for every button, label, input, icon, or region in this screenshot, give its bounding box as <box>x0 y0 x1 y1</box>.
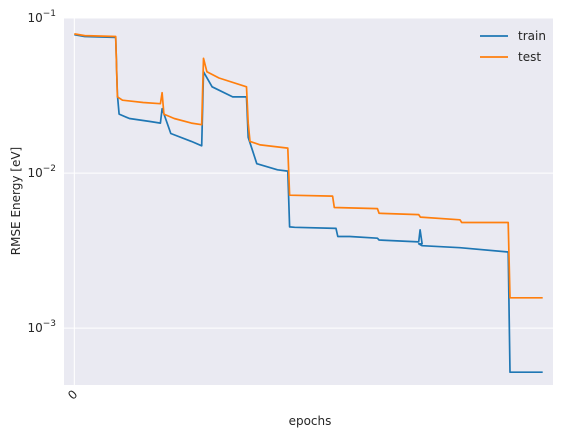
series-line-test <box>74 33 543 299</box>
grid <box>64 17 553 385</box>
legend-label-train: train <box>518 29 546 43</box>
x-tick-label: 0 <box>65 387 80 402</box>
legend: train test <box>480 29 546 64</box>
y-tick-label: 10−1 <box>27 9 56 25</box>
legend-label-test: test <box>518 50 541 64</box>
y-tick-label: 10−2 <box>27 164 56 180</box>
series-line-train <box>74 33 543 374</box>
series-layer <box>74 33 543 374</box>
y-axis-label: RMSE Energy [eV] <box>9 147 23 256</box>
y-tick-label: 10−3 <box>27 319 56 335</box>
x-axis-label: epochs <box>289 414 332 428</box>
x-ticks: 0 <box>65 387 80 402</box>
y-ticks: 10−3 10−2 10−1 <box>27 9 56 335</box>
plot-background <box>64 18 553 385</box>
